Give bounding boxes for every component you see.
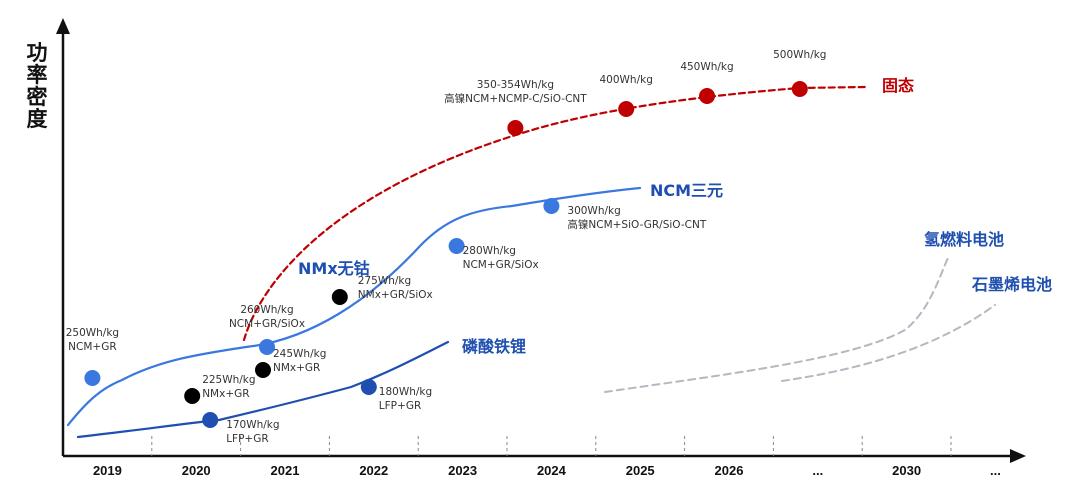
data-point-label: 500Wh/kg [773,49,826,61]
data-point-label: NMx+GR/SiOx [358,289,433,301]
series-line [76,340,450,439]
data-point-label: 280Wh/kg [463,245,516,257]
data-point-marker [202,412,219,428]
data-point-marker [791,81,808,97]
series-name-label: NMx无钴 [298,259,370,278]
data-point-label: 275Wh/kg [358,275,411,287]
series-line [604,257,949,393]
data-point-marker [360,379,377,395]
data-point-label: 170Wh/kg [226,419,279,431]
series-name-label: 磷酸铁锂 [462,337,526,356]
x-tick-label: 2024 [537,463,567,478]
data-point-label: NCM+GR/SiOx [463,259,539,271]
x-tick-label: 2026 [715,463,744,478]
data-point-marker [259,339,275,355]
data-point-marker [543,198,560,214]
data-point-label: 350-354Wh/kg [477,79,554,91]
series-NCM三元: 250Wh/kg NCM+GR 260Wh/kg NCM+GR/SiOx 280Wh/k… [66,181,723,427]
data-point-label: 260Wh/kg [240,304,293,316]
series-name-label: 石墨烯电池 [971,275,1052,294]
series-name-label: NCM三元 [650,181,723,200]
x-axis-arrow-icon [1010,449,1026,463]
x-tick-label: 2025 [626,463,655,478]
data-point-marker [448,238,465,254]
data-point-marker [699,88,715,104]
data-point-label: 400Wh/kg [600,74,653,86]
data-point-label: NCM+GR [68,341,116,353]
x-tick-label: 2021 [271,463,300,478]
data-point-marker [618,101,635,117]
x-tick-label: 2022 [359,463,388,478]
x-tick-label: 2030 [892,463,921,478]
data-point-label: NMx+GR [273,362,320,374]
data-point-label: 250Wh/kg [66,327,119,339]
x-tick-label: ... [990,463,1001,478]
data-point-marker [255,362,271,378]
series-name-label: 氢燃料电池 [924,230,1004,249]
series-NMx无钴: 225Wh/kg NMx+GR 245Wh/kg NMx+GR 275Wh/kg NMx+… [184,259,433,404]
data-point-label: 225Wh/kg [202,374,255,386]
series-石墨烯电池: 石墨烯电池 [781,275,1052,382]
data-point-label: 高镍NCM+SiO-GR/SiO-CNT [567,218,706,231]
series-name-label: 固态 [882,76,914,95]
series-line [781,304,996,382]
series-line [66,186,642,427]
x-tick-label: 2020 [182,463,211,478]
x-tick-label: 2019 [93,463,122,478]
data-point-label: NMx+GR [202,388,249,400]
data-point-label: LFP+GR [379,400,421,412]
data-point-label: 高镍NCM+NCMP-C/SiO-CNT [444,92,587,105]
data-point-marker [507,120,524,136]
y-axis-arrow-icon [56,18,70,34]
data-point-marker [84,370,101,386]
data-point-marker [331,289,348,305]
x-tick-label: 2023 [448,463,477,478]
data-point-label: NCM+GR/SiOx [229,318,305,330]
x-tick-label: ... [812,463,823,478]
data-point-label: 450Wh/kg [680,61,733,73]
series-磷酸铁锂: 170Wh/kg LFP+GR 180Wh/kg LFP+GR 磷酸铁锂 [76,337,526,445]
series-氢燃料电池: 氢燃料电池 [604,230,1004,393]
data-point-label: 180Wh/kg [379,386,432,398]
data-point-label: LFP+GR [226,433,268,445]
y-axis-label: 功率密度 [26,41,48,131]
data-point-label: 300Wh/kg [567,205,620,217]
data-point-label: 245Wh/kg [273,348,326,360]
data-point-marker [184,388,201,404]
